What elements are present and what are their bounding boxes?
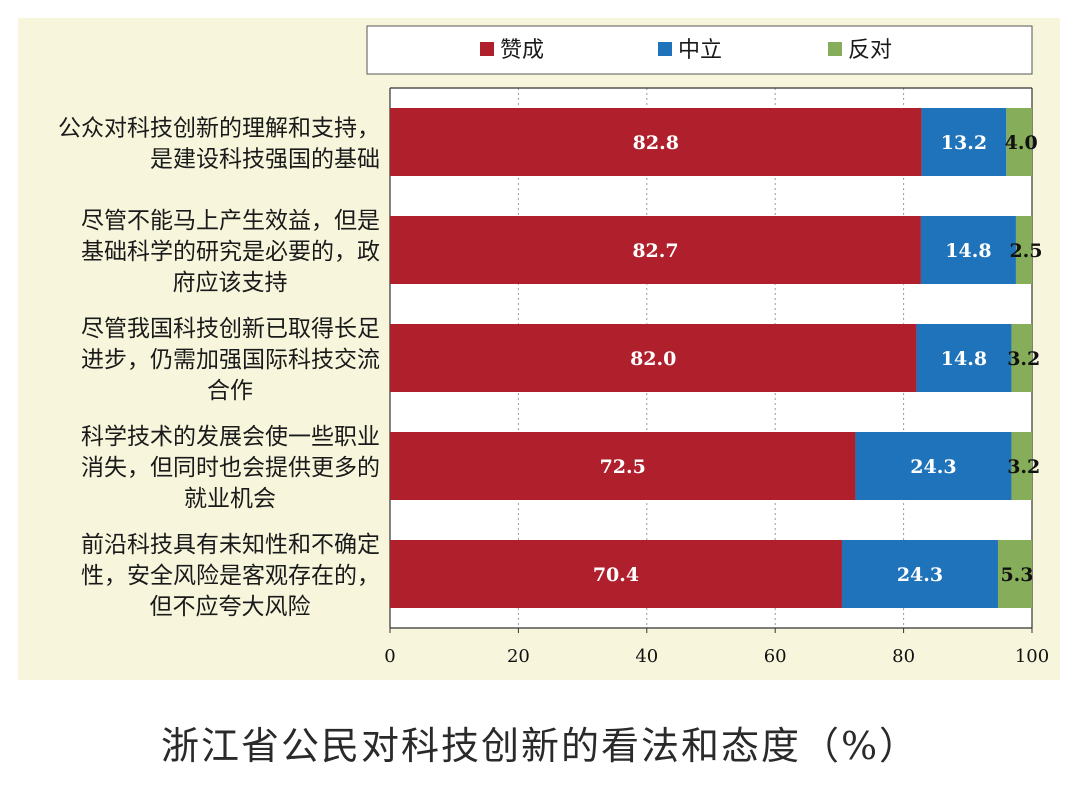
- bar-segment: [390, 216, 921, 284]
- category-label: 消失，但同时也会提供更多的: [81, 455, 380, 481]
- x-tick-label: 100: [1015, 646, 1049, 667]
- data-label: 82.8: [633, 132, 679, 154]
- category-label: 性，安全风险是客观存在的，: [81, 563, 380, 589]
- category-label: 府应该支持: [173, 270, 288, 296]
- bar-segment: [390, 432, 856, 500]
- x-tick-label: 40: [635, 646, 658, 667]
- data-label: 82.0: [630, 348, 676, 370]
- bar-segment: [1011, 432, 1032, 500]
- data-label: 2.5: [1009, 240, 1042, 262]
- bar-segment: [1006, 108, 1032, 176]
- x-tick-label: 0: [384, 646, 395, 667]
- legend-label: 赞成: [500, 38, 544, 63]
- data-label: 3.2: [1007, 348, 1040, 370]
- data-label: 14.8: [941, 348, 987, 370]
- x-tick-label: 60: [764, 646, 787, 667]
- category-label: 进步，仍需加强国际科技交流: [81, 347, 380, 373]
- legend-swatch: [658, 42, 672, 56]
- bar-segment: [1011, 324, 1032, 392]
- category-label: 合作: [207, 378, 253, 404]
- chart-panel: 0 20 40 60 80 100 82.8 13.2 4.0 公众对科技创新的理解和支持， 是建设…: [18, 18, 1060, 680]
- legend-swatch: [828, 42, 842, 56]
- data-label: 82.7: [632, 240, 678, 262]
- bar-segment: [921, 108, 1007, 176]
- category-label: 前沿科技具有未知性和不确定: [81, 532, 380, 558]
- bar-segment: [390, 324, 917, 392]
- legend-box: [366, 25, 1033, 75]
- data-label: 24.3: [910, 456, 956, 478]
- data-label: 3.2: [1007, 456, 1040, 478]
- data-label: 14.8: [945, 240, 991, 262]
- bar-segment: [1015, 216, 1032, 284]
- chart-caption: 浙江省公民对科技创新的看法和态度（%）: [160, 724, 920, 768]
- bar-segment: [855, 432, 1012, 500]
- category-label: 是建设科技强国的基础: [150, 147, 380, 173]
- category-label: 基础科学的研究是必要的，政: [81, 239, 380, 265]
- bar-segment: [841, 540, 998, 608]
- bar-segment: [390, 540, 842, 608]
- x-tick-label: 80: [892, 646, 915, 667]
- bar-segment: [390, 108, 922, 176]
- category-label: 公众对科技创新的理解和支持，: [58, 116, 380, 142]
- data-label: 72.5: [600, 456, 646, 478]
- data-label: 13.2: [941, 132, 987, 154]
- legend-label: 中立: [678, 38, 722, 63]
- data-label: 24.3: [897, 564, 943, 586]
- bar-segment: [997, 540, 1032, 608]
- category-label: 尽管我国科技创新已取得长足: [81, 316, 380, 342]
- data-label: 4.0: [1005, 132, 1038, 154]
- data-label: 5.3: [1000, 564, 1033, 586]
- legend-label: 反对: [848, 38, 892, 63]
- category-label: 但不应夸大风险: [150, 594, 311, 620]
- category-label: 科学技术的发展会使一些职业: [81, 424, 380, 450]
- category-label: 尽管不能马上产生效益，但是: [81, 208, 380, 234]
- bar-segment: [916, 324, 1012, 392]
- x-tick-label: 20: [507, 646, 530, 667]
- bar-segment: [920, 216, 1016, 284]
- data-label: 70.4: [593, 564, 639, 586]
- legend-swatch: [480, 42, 494, 56]
- category-label: 就业机会: [184, 486, 276, 512]
- stacked-bar-chart: 0 20 40 60 80 100 82.8 13.2 4.0 公众对科技创新的理解和支持， 是建设…: [58, 25, 1049, 667]
